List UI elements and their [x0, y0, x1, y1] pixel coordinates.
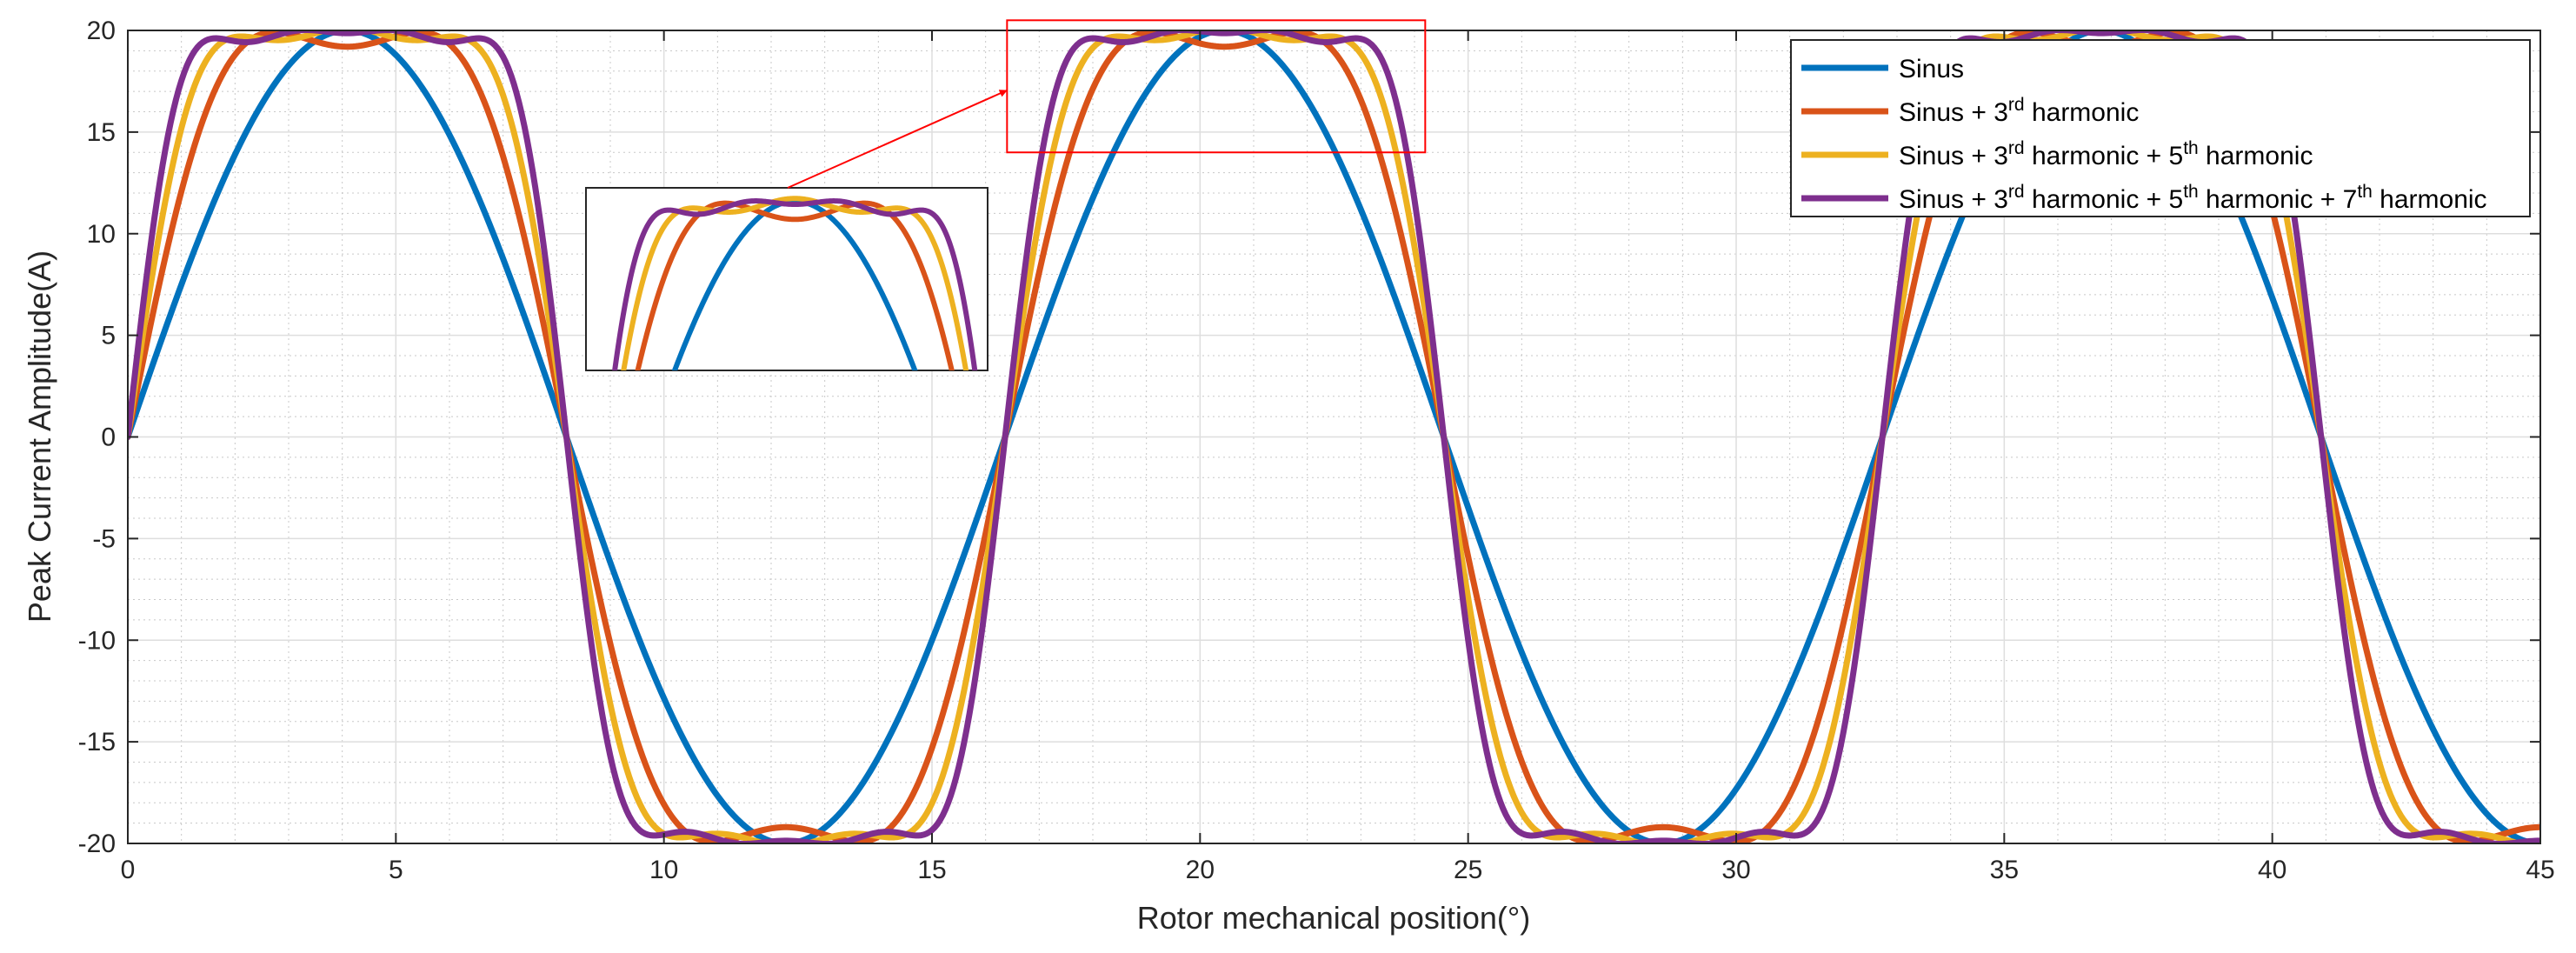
zoom-annotation	[585, 19, 1427, 371]
legend-label: Sinus + 3rd harmonic + 5th harmonic + 7t…	[1899, 182, 2487, 214]
zoom-inset-plot	[612, 196, 978, 370]
y-tick-label: 5	[101, 322, 116, 350]
x-tick-label: 25	[1454, 856, 1482, 884]
series-line	[128, 30, 2540, 843]
y-axis: -20 -15 -10 -5 0 5 10 15 20	[78, 17, 2540, 858]
y-tick-label: -15	[78, 728, 116, 756]
x-tick-label: 45	[2526, 856, 2554, 884]
legend-label: Sinus + 3rd harmonic + 5th harmonic	[1899, 138, 2313, 170]
x-tick-label: 35	[1990, 856, 2019, 884]
y-tick-label: 20	[87, 17, 116, 45]
zoom-arrow	[787, 90, 1008, 189]
legend: Sinus Sinus + 3rd harmonic Sinus + 3rd har…	[1790, 39, 2531, 217]
zoom-region-box	[1006, 19, 1427, 154]
x-tick-label: 40	[2258, 856, 2286, 884]
zoom-inset-line	[621, 196, 969, 370]
x-tick-label: 15	[917, 856, 946, 884]
zoom-inset-line	[635, 200, 955, 370]
y-tick-label: 0	[101, 423, 116, 452]
x-tick-label: 30	[1721, 856, 1750, 884]
legend-label: Sinus	[1899, 55, 1964, 83]
x-axis: 0 5 10 15 20 25 30 35 40 45	[121, 30, 2555, 884]
x-tick-label: 10	[649, 856, 678, 884]
minor-grid	[128, 30, 2540, 843]
x-tick-label: 0	[121, 856, 136, 884]
legend-label: Sinus + 3rd harmonic	[1899, 95, 2139, 127]
legend-box	[1790, 39, 2531, 217]
x-axis-label: Rotor mechanical position(°)	[1137, 900, 1531, 936]
x-tick-label: 20	[1186, 856, 1215, 884]
series-line	[128, 30, 2540, 843]
y-tick-label: 10	[87, 220, 116, 249]
x-tick-label: 5	[389, 856, 403, 884]
zoom-inset-line	[612, 198, 978, 370]
y-axis-label: Peak Current Amplitude(A)	[22, 250, 57, 623]
y-tick-label: -5	[92, 524, 116, 553]
y-tick-label: -20	[78, 830, 116, 858]
y-tick-label: -10	[78, 626, 116, 655]
y-tick-label: 15	[87, 118, 116, 147]
